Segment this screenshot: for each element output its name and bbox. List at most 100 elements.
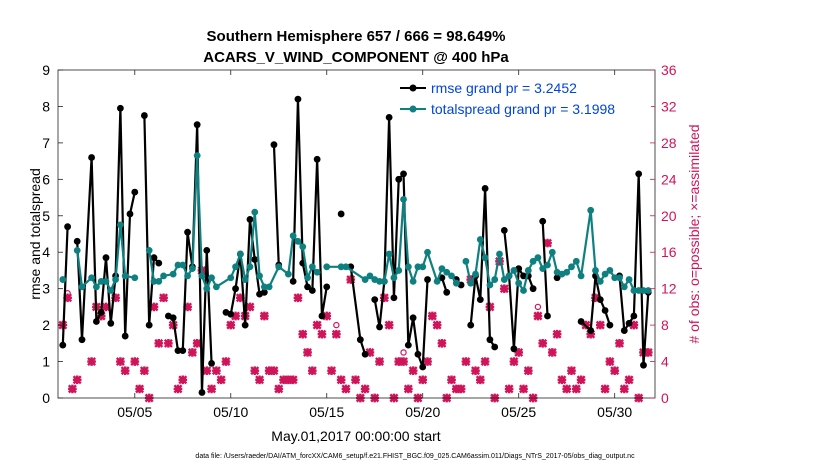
rmse-point (337, 210, 345, 218)
x-tick-label: 05/20 (405, 404, 440, 420)
rmse-point (73, 237, 81, 245)
obs-assimilated-marker (173, 384, 183, 394)
obs-assimilated-marker (475, 375, 485, 385)
rmse-point (361, 350, 369, 358)
y-axis-label: rmse and totalspread (27, 168, 43, 300)
spread-point (116, 221, 124, 229)
legend-spread-label: totalspread grand pr = 3.1998 (431, 101, 615, 117)
spread-point (145, 247, 153, 254)
spread-point (611, 274, 619, 282)
x-tick-label: 05/15 (309, 404, 344, 420)
spread-point (625, 276, 633, 283)
rmse-point (184, 228, 191, 236)
rmse-point (145, 321, 153, 329)
rmse-point (140, 112, 148, 119)
obs-assimilated-marker (576, 375, 586, 385)
y-tick-label: 0 (42, 390, 50, 406)
spread-point (73, 247, 81, 254)
rmse-point (371, 296, 379, 303)
obs-assimilated-marker (331, 329, 341, 339)
rmse-point (102, 254, 110, 262)
spread-point (448, 272, 455, 280)
y2-tick-label: 36 (661, 62, 677, 78)
spread-point (299, 243, 307, 251)
rmse-point (198, 389, 206, 396)
spread-point (524, 267, 532, 274)
y2-tick-label: 28 (661, 135, 677, 151)
rmse-point (356, 336, 364, 344)
rmse-point (313, 155, 321, 163)
obs-assimilated-marker (226, 320, 236, 330)
obs-possible-marker (400, 349, 407, 356)
spread-point (601, 270, 609, 278)
spread-point (361, 276, 369, 283)
spread-point (424, 248, 431, 256)
rmse-point (294, 95, 302, 103)
y2-tick-label: 20 (661, 208, 677, 224)
chart-title: Southern Hemisphere 657 / 666 = 98.649% (207, 28, 506, 45)
obs-assimilated-marker (600, 384, 610, 394)
rmse-point (424, 276, 431, 283)
legend: rmse grand pr = 3.2452 totalspread grand… (397, 76, 651, 120)
obs-possible-marker (333, 321, 340, 329)
spread-point (251, 208, 259, 216)
obs-assimilated-marker (523, 366, 533, 376)
y-axis-right: 0 4 8 12 16 20 24 28 32 36 (650, 62, 677, 406)
rmse-point (404, 341, 412, 349)
rmse-point (289, 277, 297, 285)
obs-assimilated-marker (403, 384, 413, 394)
spread-point (596, 277, 604, 285)
spread-point (256, 272, 263, 280)
obs-assimilated-marker (557, 375, 567, 385)
obs-assimilated-marker (317, 329, 327, 339)
y2-tick-label: 16 (661, 244, 677, 260)
spread-point (236, 250, 244, 258)
rmse-line (167, 123, 213, 394)
obs-assimilated-marker (336, 375, 346, 385)
rmse-point (630, 312, 638, 320)
spread-point (592, 267, 599, 274)
obs-assimilated-marker (87, 357, 97, 367)
y-tick-label: 8 (42, 98, 50, 114)
obs-assimilated-marker (591, 293, 600, 303)
spread-point (548, 248, 556, 256)
obs-assimilated-marker (629, 320, 639, 330)
rmse-point (481, 185, 489, 192)
rmse-point (241, 321, 249, 329)
obs-assimilated-marker (615, 338, 624, 348)
spread-point (337, 263, 345, 271)
obs-assimilated-marker (519, 384, 528, 394)
spread-point (376, 277, 383, 285)
rmse-point (107, 319, 115, 327)
spread-point (212, 283, 220, 291)
obs-assimilated-marker (341, 384, 351, 394)
obs-assimilated-marker (231, 311, 241, 321)
obs-assimilated-marker (159, 293, 169, 303)
obs-assimilated-marker (408, 366, 418, 376)
spread-point (78, 283, 86, 291)
rmse-point (308, 287, 316, 294)
obs-assimilated-marker (67, 384, 77, 394)
spread-point (472, 270, 479, 278)
spread-point (496, 250, 503, 258)
spread-point (107, 287, 115, 294)
spread-point (88, 274, 95, 282)
spread-point (640, 287, 647, 294)
spread-point (323, 263, 331, 271)
data-file-footer: data file: /Users/raeder/DAI/ATM_forcXX/… (195, 453, 635, 460)
rmse-point (193, 121, 201, 129)
obs-assimilated-marker (399, 357, 408, 367)
spread-point (97, 277, 105, 285)
obs-assimilated-marker (543, 238, 552, 248)
obs-assimilated-marker (595, 320, 605, 330)
obs-assimilated-marker (221, 357, 231, 367)
y2-tick-label: 32 (661, 98, 677, 114)
rmse-point (587, 327, 595, 334)
obs-assimilated-marker (346, 275, 356, 285)
obs-assimilated-marker (298, 329, 308, 339)
spread-point (102, 277, 110, 285)
obs-assimilated-marker (451, 384, 461, 394)
rmse-line (272, 144, 280, 266)
obs-assimilated-marker (538, 338, 548, 348)
spread-point (313, 268, 321, 276)
